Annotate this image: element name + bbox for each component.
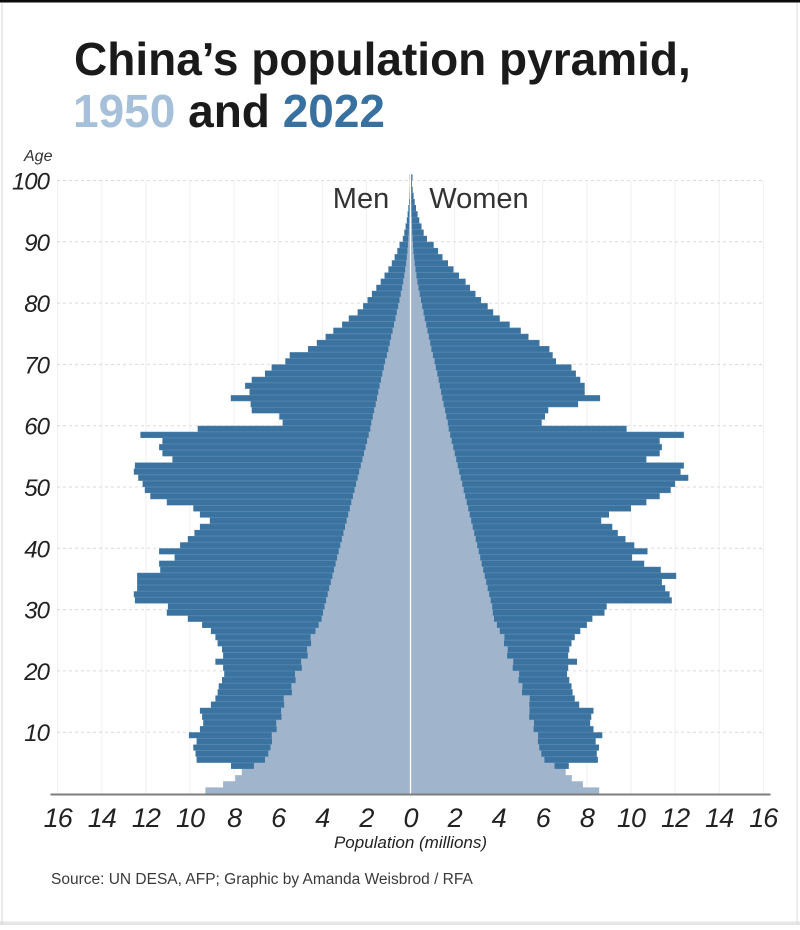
svg-text:16: 16	[44, 803, 74, 833]
svg-text:Age: Age	[23, 148, 53, 165]
svg-text:8: 8	[227, 803, 242, 833]
svg-text:2: 2	[358, 803, 374, 833]
svg-text:0: 0	[403, 803, 418, 833]
svg-text:1950 and 2022: 1950 and 2022	[73, 85, 385, 137]
svg-text:40: 40	[24, 536, 50, 563]
svg-text:6: 6	[271, 803, 287, 833]
svg-text:Men: Men	[333, 183, 389, 215]
svg-text:20: 20	[23, 659, 50, 686]
svg-text:14: 14	[705, 803, 733, 833]
svg-text:Source: UN DESA, AFP; Graphic: Source: UN DESA, AFP; Graphic by Amanda …	[51, 871, 473, 888]
svg-text:4: 4	[315, 803, 329, 833]
svg-text:16: 16	[749, 803, 779, 833]
svg-text:2: 2	[447, 803, 463, 833]
svg-text:90: 90	[24, 230, 50, 257]
svg-text:10: 10	[617, 803, 646, 833]
svg-text:10: 10	[176, 803, 205, 833]
svg-text:China’s population pyramid,: China’s population pyramid,	[74, 33, 691, 85]
svg-text:50: 50	[24, 475, 50, 502]
svg-text:100: 100	[12, 169, 51, 196]
svg-text:30: 30	[24, 598, 50, 625]
svg-text:Population (millions): Population (millions)	[334, 833, 487, 852]
svg-text:4: 4	[492, 803, 506, 833]
svg-text:10: 10	[24, 720, 50, 747]
svg-text:70: 70	[24, 352, 50, 379]
svg-text:8: 8	[580, 803, 595, 833]
svg-text:Women: Women	[429, 183, 528, 215]
svg-text:6: 6	[536, 803, 552, 833]
svg-text:14: 14	[88, 803, 116, 833]
svg-text:12: 12	[132, 803, 161, 833]
svg-text:60: 60	[24, 414, 50, 441]
svg-text:12: 12	[661, 803, 690, 833]
svg-text:80: 80	[24, 291, 50, 318]
